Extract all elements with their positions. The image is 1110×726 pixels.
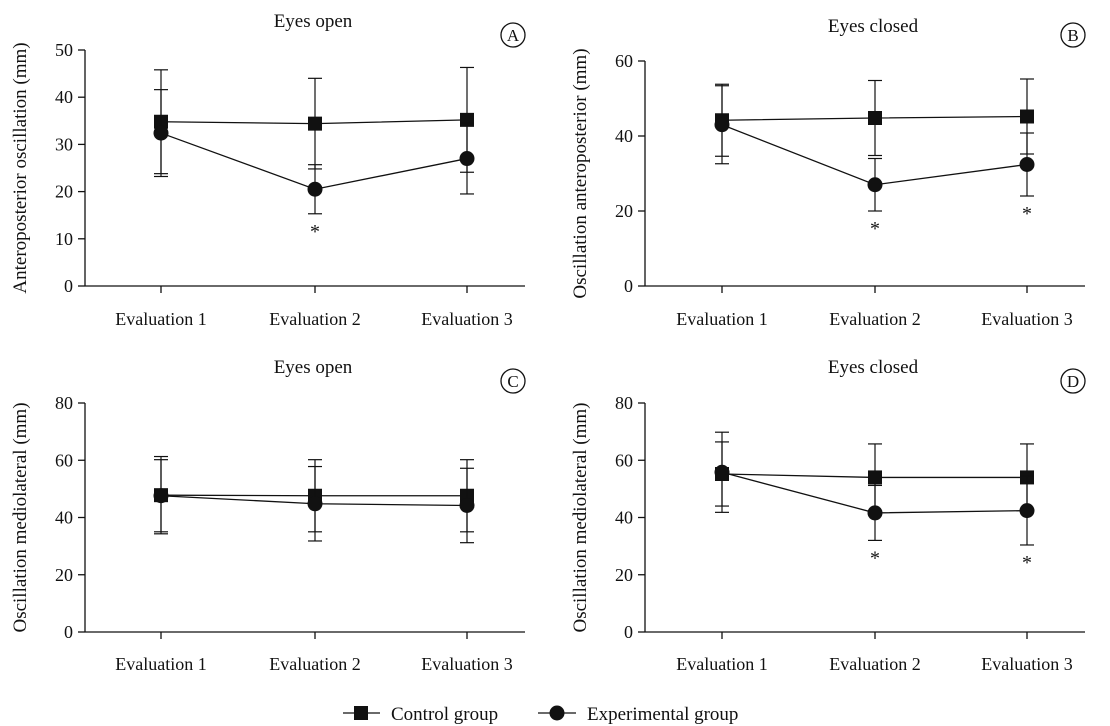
x-tick-label: Evaluation 3 <box>421 654 512 674</box>
x-tick-label: Evaluation 1 <box>676 654 767 674</box>
y-axis-label: Oscillation mediolateral (mm) <box>570 402 591 632</box>
x-tick-label: Evaluation 2 <box>829 309 920 329</box>
legend-item-control: Control group <box>343 704 498 725</box>
panel-title: Eyes closed <box>828 16 919 37</box>
x-tick-label: Evaluation 1 <box>115 309 206 329</box>
series-line-circle <box>160 132 468 190</box>
panel-title: Eyes open <box>274 11 353 32</box>
panel-letter: B <box>1067 26 1078 45</box>
legend-control-marker-icon <box>354 706 368 720</box>
x-tick-label: Evaluation 2 <box>829 654 920 674</box>
y-tick-label: 30 <box>55 134 73 154</box>
y-tick-label: 80 <box>55 393 73 413</box>
data-point-circle <box>153 488 169 504</box>
panel-letter-circle <box>500 22 526 48</box>
legend: Control group Experimental group <box>343 704 738 725</box>
y-tick-label: 80 <box>615 393 633 413</box>
legend-control-label: Control group <box>391 704 498 725</box>
x-tick-label: Evaluation 3 <box>421 309 512 329</box>
significance-marker: * <box>310 221 320 243</box>
x-tick-label: Evaluation 2 <box>269 654 360 674</box>
panel-letter: D <box>1067 372 1079 391</box>
legend-experimental-label: Experimental group <box>587 704 738 725</box>
x-tick-label: Evaluation 2 <box>269 309 360 329</box>
panel-c: 0 20 40 60 80 Evaluation 1 Evaluation 2 Evaluat… <box>10 357 526 674</box>
data-point-square <box>308 116 322 131</box>
data-point-square <box>1020 109 1034 124</box>
significance-marker: * <box>870 218 880 240</box>
significance-marker: * <box>1022 203 1032 225</box>
data-point-circle <box>867 505 883 521</box>
data-point-square <box>868 111 882 125</box>
panel-a: 0 10 20 30 40 50 Evaluation 1 Evaluation 2 Evalu… <box>10 11 526 329</box>
y-tick-label: 0 <box>624 622 633 642</box>
y-tick-label: 60 <box>55 450 73 470</box>
y-tick-label: 40 <box>55 87 73 107</box>
data-point-circle <box>714 117 730 133</box>
y-axis-label: Anteroposterior oscillation (mm) <box>10 42 31 293</box>
data-point-circle <box>459 497 475 513</box>
panel-title: Eyes closed <box>828 357 919 378</box>
y-tick-label: 40 <box>615 508 633 528</box>
data-point-circle <box>153 125 169 141</box>
y-tick-label: 20 <box>615 201 633 221</box>
panel-letter-circle <box>500 368 526 394</box>
data-point-circle <box>459 151 475 167</box>
data-point-circle <box>307 181 323 197</box>
panel-b: 0 20 40 60 Evaluation 1 Evaluation 2 Evaluatio… <box>570 16 1086 329</box>
x-tick-label: Evaluation 1 <box>115 654 206 674</box>
x-tick-label: Evaluation 3 <box>981 654 1072 674</box>
y-tick-label: 40 <box>55 508 73 528</box>
data-point-circle <box>867 177 883 193</box>
y-tick-label: 20 <box>615 565 633 585</box>
y-tick-label: 20 <box>55 182 73 202</box>
panel-letter-circle <box>1060 368 1086 394</box>
panel-title: Eyes open <box>274 357 353 378</box>
y-tick-label: 50 <box>55 40 73 60</box>
data-point-circle <box>714 464 730 480</box>
y-tick-label: 40 <box>615 126 633 146</box>
y-tick-label: 0 <box>624 276 633 296</box>
y-tick-label: 60 <box>615 450 633 470</box>
panel-d: 0 20 40 60 80 Evaluation 1 Evaluation 2 Evaluat… <box>570 357 1086 674</box>
y-tick-label: 60 <box>615 51 633 71</box>
panel-letter: C <box>507 372 518 391</box>
significance-marker: * <box>870 547 880 569</box>
x-tick-label: Evaluation 1 <box>676 309 767 329</box>
data-point-circle <box>307 496 323 512</box>
data-point-circle <box>1019 157 1035 172</box>
y-tick-label: 0 <box>64 622 73 642</box>
y-tick-label: 20 <box>55 565 73 585</box>
y-tick-label: 10 <box>55 229 73 249</box>
data-point-circle <box>1019 503 1035 519</box>
y-tick-label: 0 <box>64 276 73 296</box>
y-axis-label: Oscillation mediolateral (mm) <box>10 402 31 632</box>
legend-item-experimental: Experimental group <box>538 704 738 725</box>
data-point-square <box>868 470 882 485</box>
panel-letter-circle <box>1060 22 1086 48</box>
panel-letter: A <box>507 26 520 45</box>
significance-marker: * <box>1022 552 1032 574</box>
y-axis-label: Oscillation anteroposterior (mm) <box>570 48 591 298</box>
legend-experimental-marker-icon <box>549 705 565 721</box>
x-tick-label: Evaluation 3 <box>981 309 1072 329</box>
